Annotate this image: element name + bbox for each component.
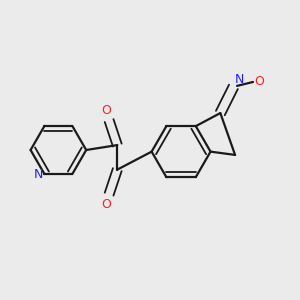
Text: N: N <box>234 73 244 86</box>
Text: O: O <box>102 103 111 117</box>
Text: N: N <box>34 168 43 181</box>
Text: O: O <box>102 198 111 211</box>
Text: O: O <box>255 76 265 88</box>
